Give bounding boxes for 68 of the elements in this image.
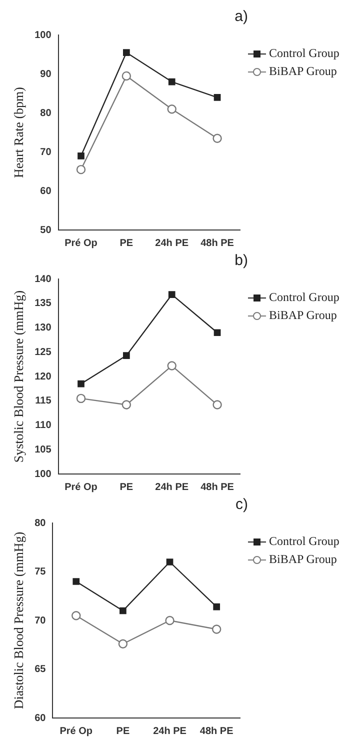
legend-label: BiBAP Group <box>269 64 337 79</box>
x-tick-label: PE <box>116 726 130 737</box>
y-tick-label: 65 <box>34 664 46 675</box>
point <box>167 361 176 370</box>
y-tick-label: 60 <box>34 712 46 724</box>
point <box>212 624 222 634</box>
point <box>120 607 126 614</box>
y-tick-label: 100 <box>34 468 52 480</box>
y-tick-label: 120 <box>34 371 52 382</box>
chart-title: c) <box>234 496 249 514</box>
point <box>168 291 176 298</box>
y-tick-label: 100 <box>34 30 52 41</box>
y-tick-label: 140 <box>34 274 52 285</box>
point <box>76 164 86 174</box>
point <box>78 152 84 160</box>
point <box>123 352 130 359</box>
point <box>168 78 176 86</box>
point <box>212 134 222 143</box>
legend-label: Control Group <box>269 534 340 549</box>
point <box>166 558 174 566</box>
legend-label: BiBAP Group <box>269 308 337 323</box>
point <box>167 104 176 114</box>
point <box>122 71 132 81</box>
point <box>78 380 84 388</box>
y-tick-label: 60 <box>40 186 52 197</box>
y-tick-label: 70 <box>34 615 46 626</box>
y-tick-label: 75 <box>34 566 46 578</box>
x-tick-label: PE <box>120 482 134 493</box>
point <box>72 578 80 585</box>
x-tick-label: 48h PE <box>200 238 234 249</box>
chart-title: a) <box>234 8 249 26</box>
x-tick-label: 48h PE <box>200 482 234 493</box>
y-tick-label: 115 <box>35 396 52 407</box>
x-tick-label: 24h PE <box>153 726 187 737</box>
point <box>213 603 220 610</box>
point <box>214 329 221 336</box>
y-axis-title: Systolic Blood Pressure (mmHg) <box>11 290 26 463</box>
x-tick-label: Pré Op <box>64 238 98 249</box>
y-tick-label: 125 <box>34 346 52 358</box>
point <box>122 400 132 410</box>
y-tick-label: 130 <box>34 322 52 334</box>
chart-title: b) <box>234 252 249 270</box>
x-tick-label: PE <box>120 238 134 249</box>
y-tick-label: 105 <box>34 444 52 456</box>
legend-label: Control Group <box>269 46 340 61</box>
point <box>72 611 81 620</box>
x-tick-label: 48h PE <box>200 726 234 737</box>
point <box>123 49 130 56</box>
point <box>165 616 174 626</box>
y-tick-label: 70 <box>40 146 52 158</box>
legend-label: BiBAP Group <box>269 552 337 567</box>
y-tick-label: 90 <box>40 68 52 80</box>
y-tick-label: 80 <box>34 518 46 529</box>
y-axis-title: Heart Rate (bpm) <box>11 87 26 178</box>
x-tick-label: 24h PE <box>155 238 189 249</box>
point <box>212 400 222 410</box>
y-tick-label: 135 <box>34 298 52 310</box>
point <box>214 94 221 101</box>
legend-label: Control Group <box>269 290 340 305</box>
y-axis-title: Diastolic Blood Pressure (mmHg) <box>11 532 26 710</box>
y-tick-label: 50 <box>40 224 52 236</box>
y-tick-label: 80 <box>40 108 52 119</box>
point <box>76 394 86 404</box>
x-tick-label: 24h PE <box>155 482 189 493</box>
point <box>118 639 128 648</box>
y-tick-label: 110 <box>35 420 52 431</box>
x-tick-label: Pré Op <box>64 482 98 493</box>
x-tick-label: Pré Op <box>60 726 93 737</box>
